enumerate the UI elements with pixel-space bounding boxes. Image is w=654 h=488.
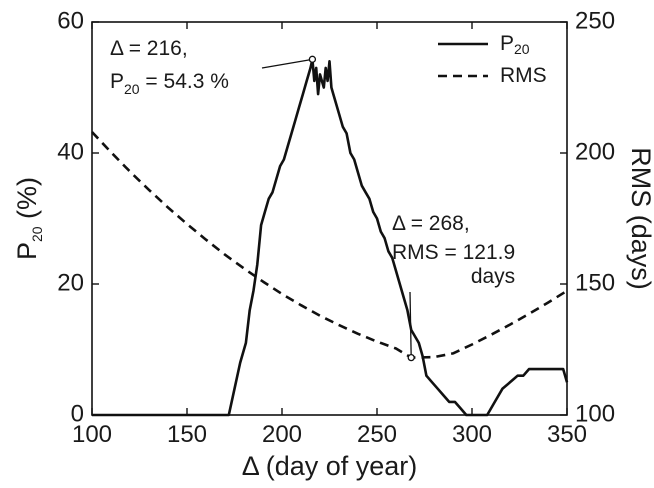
annotation-label: Δ = 268, <box>392 212 470 235</box>
legend-label: RMS <box>500 64 547 87</box>
plot-frame <box>91 21 568 416</box>
y-right-tick-label: 200 <box>575 138 615 165</box>
series-layer <box>91 57 569 417</box>
legend-label: P20 <box>500 32 530 57</box>
y-right-tick-label: 150 <box>575 269 615 296</box>
series-line-p20 <box>92 57 569 417</box>
labels-layer: 100 150 200 250 300 350 0 20 40 60 100 150 200 250 Δ (… <box>12 7 654 481</box>
annotation-layer: Δ = 216, P20 = 54.3 % Δ = 268, RMS = 121.9d… <box>110 37 515 362</box>
y-left-tick-label: 40 <box>57 138 84 165</box>
legend: P20 RMS <box>438 32 547 87</box>
annotation-label: P20 = 54.3 % <box>110 70 229 97</box>
x-tick-label: 200 <box>262 421 302 448</box>
y-right-tick-label: 250 <box>575 7 615 34</box>
y-left-tick-label: 60 <box>57 7 84 34</box>
y-axis-right-label: RMS (days) <box>626 147 654 290</box>
annotation-marker <box>407 353 415 362</box>
x-tick-label: 250 <box>357 421 397 448</box>
x-axis-label: Δ (day of year) <box>242 451 418 481</box>
series-line-rms <box>91 131 568 359</box>
annotation-label: days <box>471 265 515 288</box>
x-tick-label: 300 <box>452 421 492 448</box>
annotation-leader <box>261 58 313 69</box>
y-axis-left-label: P20 (%) <box>12 177 45 260</box>
y-left-tick-label: 0 <box>71 400 84 427</box>
annotation-label: RMS = 121.9 <box>392 241 515 264</box>
y-left-tick-label: 20 <box>57 269 84 296</box>
annotation-label: Δ = 216, <box>110 37 188 60</box>
axes-layer <box>91 21 568 416</box>
y-right-tick-label: 100 <box>575 400 615 427</box>
annotation-leader <box>409 291 412 358</box>
x-tick-label: 150 <box>167 421 207 448</box>
x-tick-label: 350 <box>547 421 587 448</box>
x-tick-label: 100 <box>72 421 112 448</box>
annotation-marker <box>308 55 317 63</box>
